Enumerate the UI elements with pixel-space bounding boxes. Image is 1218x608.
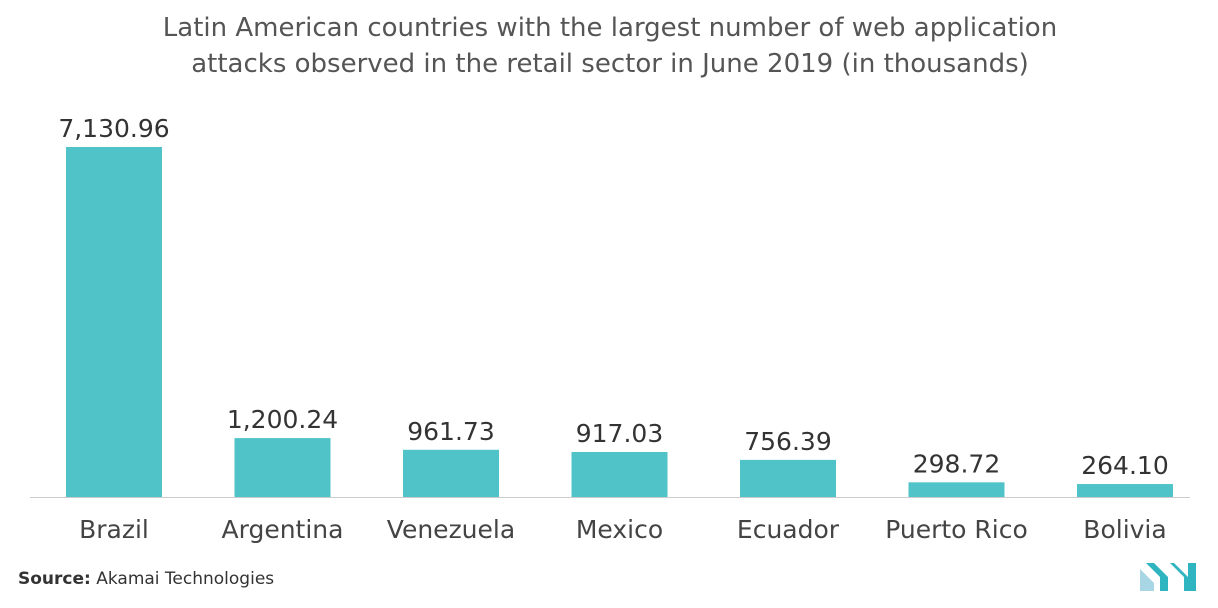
logo-shape-left — [1140, 569, 1154, 591]
category-label: Brazil — [79, 515, 149, 544]
chart-title-line-1: Latin American countries with the larges… — [162, 13, 1058, 43]
logo-shape-right — [1170, 563, 1196, 591]
value-label: 961.73 — [407, 417, 494, 446]
category-label: Bolivia — [1083, 515, 1166, 544]
chart-title-line-2: attacks observed in the retail sector in… — [191, 49, 1029, 79]
bars-group — [66, 147, 1173, 497]
value-label: 917.03 — [576, 419, 663, 448]
labels-group: 7,130.96 Brazil 1,200.24 Argentina 961.73 Ven… — [58, 114, 1168, 544]
value-label: 7,130.96 — [58, 114, 169, 143]
bar-bolivia — [1077, 484, 1173, 497]
bar-chart: 7,130.96 Brazil 1,200.24 Argentina 961.73 Ven… — [30, 114, 1190, 544]
category-label: Venezuela — [387, 515, 515, 544]
value-label: 756.39 — [744, 427, 831, 456]
bar-ecuador — [740, 459, 836, 497]
source-note: Source: Akamai Technologies — [18, 569, 274, 589]
category-label: Argentina — [222, 515, 344, 544]
bar-argentina — [234, 438, 331, 497]
source-text: Akamai Technologies — [90, 569, 275, 589]
chart-title: Latin American countries with the larges… — [60, 10, 1160, 82]
bar-venezuela — [403, 449, 499, 497]
category-label: Mexico — [576, 515, 663, 544]
bar-brazil — [66, 147, 162, 497]
bar-mexico — [571, 451, 668, 497]
value-label: 1,200.24 — [227, 405, 338, 434]
value-label: 298.72 — [913, 449, 1000, 478]
category-label: Ecuador — [737, 515, 840, 544]
source-prefix: Source: — [18, 569, 91, 589]
bar-puerto-rico — [908, 482, 1005, 497]
category-label: Puerto Rico — [885, 515, 1028, 544]
value-label: 264.10 — [1081, 451, 1168, 480]
mordor-logo-icon — [1140, 563, 1196, 591]
logo-shape-middle — [1146, 563, 1168, 591]
